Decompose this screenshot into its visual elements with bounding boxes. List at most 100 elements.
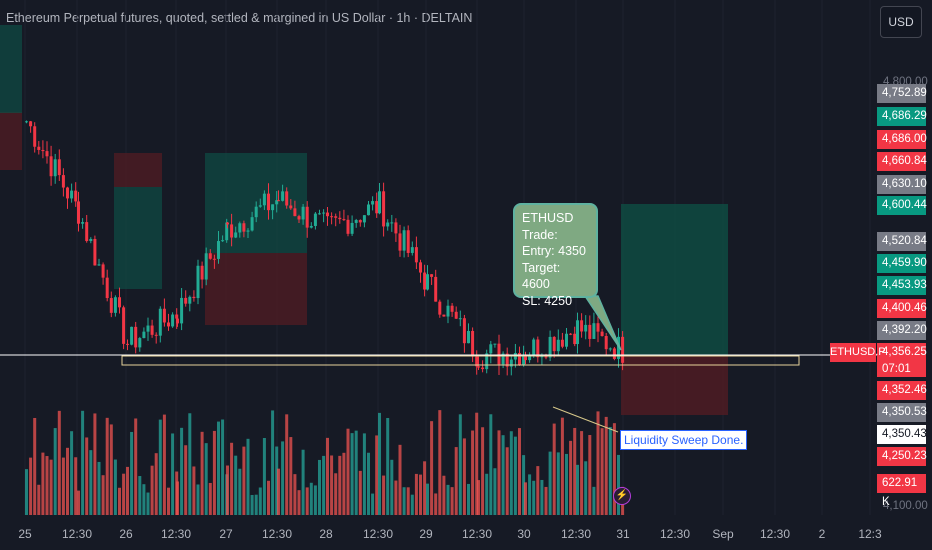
volume-bar [122,473,126,515]
volume-bar [398,444,402,515]
volume-bar [180,427,184,515]
volume-bar [142,484,146,515]
volume-bar [423,461,427,515]
volume-bar [309,482,313,515]
candle-body [621,336,625,363]
volume-bar [588,435,592,515]
candle-body [334,216,338,218]
volume-bar [544,486,548,515]
volume-bar [342,452,346,515]
candle-body [596,323,600,332]
volume-bar [33,417,37,515]
candle-body [346,219,350,234]
volume-bar [430,421,434,515]
volume-bar [346,428,350,515]
candle-body [101,264,105,278]
candle-body [367,204,370,216]
volume-bar [528,474,532,515]
currency-button[interactable]: USD [880,6,922,38]
candle-body [305,206,309,228]
candle-body [49,156,53,177]
candle-body [180,297,184,324]
volume-bar [81,410,85,515]
candle-body [378,191,381,214]
volume-bar [93,413,97,515]
candle-body [573,333,577,345]
price-tag: 4,752.89 [877,84,927,103]
support-zone[interactable] [121,355,800,366]
volume-bar [226,465,229,515]
candle-body [250,217,254,231]
volume-bar [596,411,600,515]
volume-bar [522,455,526,515]
candle-body [485,353,489,370]
candle-body [176,318,179,324]
volume-bar [61,457,65,515]
candle-body [93,238,97,266]
candle-body [371,201,375,205]
candle-body [89,238,93,242]
volume-bar [89,450,93,515]
volume-bar [238,468,242,515]
long-profit-zone-1 [0,25,22,113]
volume-bar [162,414,166,515]
price-tag: 4,350.53 [877,403,927,422]
price-tag: 4,630.10 [877,175,927,194]
candle-body [309,225,313,228]
candle-body [134,326,138,348]
volume-bar [41,452,45,515]
short-loss-zone-2 [114,153,162,187]
volume-bar [477,480,480,515]
price-tag: 4,392.20 [877,321,927,340]
candle-body [442,314,446,317]
volume-bar [334,473,338,515]
candle-body [97,264,101,266]
candle-body [584,324,588,332]
candle-body [588,324,592,339]
volume-bar [354,430,358,515]
price-tick: 4,100.00 [883,500,928,512]
volume-bar [454,447,458,515]
candles [25,120,625,376]
price-tag: 4,660.84 [877,152,927,171]
time-tick: Sep [712,527,734,541]
volume-bar [285,414,289,515]
liquidity-sweep-note[interactable]: Liquidity Sweep Done. [620,430,748,450]
candle-body [528,356,532,361]
candle-body [536,339,540,358]
candle-body [37,146,41,150]
volume-bar [471,430,475,515]
trade-note[interactable]: ETHUSD Trade: Entry: 4350 Target: 4600 S… [513,203,598,308]
volume-bar [281,441,285,515]
price-chart[interactable] [0,0,877,515]
candle-body [398,233,402,251]
candle-body [342,219,346,221]
candle-body [362,215,366,223]
candle-body [74,190,78,202]
sweep-arrow[interactable] [552,406,619,433]
note-pointer [583,295,622,351]
volume-bar [105,417,109,515]
lightning-icon[interactable]: ⚡ [613,487,631,505]
candle-body [438,301,442,315]
time-tick: 2 [818,527,826,541]
candle-body [204,253,208,280]
candle-body [281,191,285,201]
candle-body [212,258,216,260]
volume-bar [330,455,334,515]
candle-body [196,265,200,299]
short-profit-zone-2 [114,187,162,289]
candle-body [130,326,134,345]
candle-body [246,230,250,232]
volume-bar [434,493,438,515]
candle-body [604,335,608,350]
long-loss-zone-3 [205,253,307,325]
volume-bar [196,484,200,515]
time-tick: 27 [219,527,233,541]
volume-bar [322,455,326,515]
volume-bar [375,435,379,515]
volume-bar [576,464,579,515]
volume-bar [362,433,366,515]
volume-bar [419,474,422,515]
candle-body [113,297,117,313]
